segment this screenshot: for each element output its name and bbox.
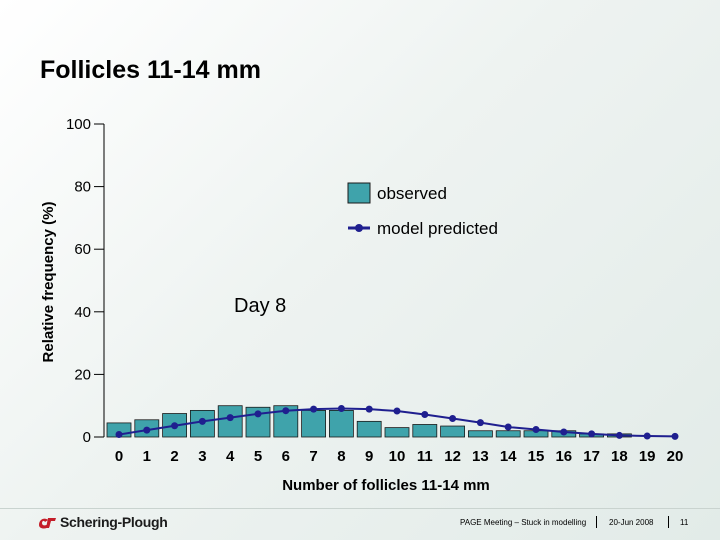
observed-bar (217, 405, 243, 438)
model-predicted-point (282, 407, 290, 415)
footer-separator (596, 516, 597, 528)
legend-marker-model-predicted (355, 224, 363, 232)
x-tick-label: 6 (282, 448, 290, 465)
model-predicted-point (198, 417, 206, 425)
legend-label-observed: observed (377, 184, 447, 203)
model-predicted-point (588, 430, 596, 438)
model-predicted-point (476, 419, 484, 427)
slide-title: Follicles 11-14 mm (40, 56, 261, 84)
observed-bar (412, 424, 438, 438)
model-predicted-point (615, 431, 623, 439)
observed-bar (356, 420, 382, 438)
observed-bars (106, 405, 632, 438)
y-tick-label: 80 (74, 179, 91, 196)
observed-bar (301, 409, 327, 438)
x-tick-label: 19 (639, 448, 656, 465)
model-predicted-point (560, 428, 568, 436)
model-predicted-point (365, 405, 373, 413)
x-tick-label: 3 (198, 448, 206, 465)
x-tick-label: 1 (143, 448, 151, 465)
footer-date: 20-Jun 2008 (609, 518, 654, 527)
observed-bar (495, 430, 521, 438)
x-tick-label: 15 (528, 448, 545, 465)
footer-divider (0, 508, 720, 509)
model-predicted-point (226, 414, 234, 422)
y-tick-label: 20 (74, 366, 91, 383)
model-predicted-line (115, 405, 679, 440)
x-tick-label: 13 (472, 448, 489, 465)
model-predicted-point (532, 425, 540, 433)
legend-label-model-predicted: model predicted (377, 219, 498, 238)
model-predicted-point (393, 407, 401, 415)
logo-text: Schering-Plough (60, 514, 168, 530)
footer-separator (668, 516, 669, 528)
x-tick-label: 12 (444, 448, 461, 465)
x-tick-label: 17 (583, 448, 600, 465)
x-axis: 0 1 2 3 4 5 6 7 8 9 10 11 12 13 14 15 16 17 18 19 20 (115, 448, 684, 465)
x-axis-title: Number of follicles 11-14 mm (282, 477, 490, 494)
x-tick-label: 16 (555, 448, 572, 465)
model-predicted-point (254, 410, 262, 418)
x-tick-label: 5 (254, 448, 262, 465)
x-tick-label: 20 (667, 448, 684, 465)
observed-bar (467, 430, 493, 438)
model-predicted-point (671, 432, 679, 440)
footer-page-number: 11 (680, 518, 689, 527)
x-tick-label: 11 (417, 448, 433, 465)
x-tick-label: 8 (337, 448, 345, 465)
x-tick-label: 7 (309, 448, 317, 465)
x-tick-label: 18 (611, 448, 628, 465)
model-predicted-point (504, 423, 512, 431)
day-annotation: Day 8 (234, 295, 286, 317)
model-predicted-point (643, 432, 651, 440)
model-predicted-point (310, 405, 318, 413)
x-tick-label: 2 (170, 448, 178, 465)
schering-plough-logo: Schering-Plough (36, 514, 168, 530)
x-tick-label: 10 (389, 448, 406, 465)
y-tick-label: 0 (83, 429, 91, 446)
legend-swatch-observed (347, 182, 371, 204)
schering-plough-logo-icon (39, 518, 56, 529)
y-tick-label: 100 (66, 116, 91, 133)
model-predicted-point (337, 405, 345, 413)
footer-meeting: PAGE Meeting – Stuck in modelling (460, 518, 587, 527)
y-tick-label: 60 (74, 241, 91, 258)
observed-bar (384, 427, 410, 438)
model-predicted-point (171, 422, 179, 430)
y-axis: 0 20 40 60 80 100 (66, 116, 105, 446)
y-tick-label: 40 (74, 304, 91, 321)
model-predicted-point (143, 426, 151, 434)
observed-bar (440, 425, 466, 438)
model-predicted-point (449, 415, 457, 423)
y-axis-title: Relative frequency (%) (40, 202, 57, 363)
model-predicted-point (421, 410, 429, 418)
observed-bar (328, 409, 354, 438)
x-tick-label: 4 (226, 448, 235, 465)
x-tick-label: 14 (500, 448, 517, 465)
x-tick-label: 9 (365, 448, 373, 465)
model-predicted-point (115, 430, 123, 438)
x-tick-label: 0 (115, 448, 123, 465)
legend: observed model predicted (347, 182, 498, 238)
